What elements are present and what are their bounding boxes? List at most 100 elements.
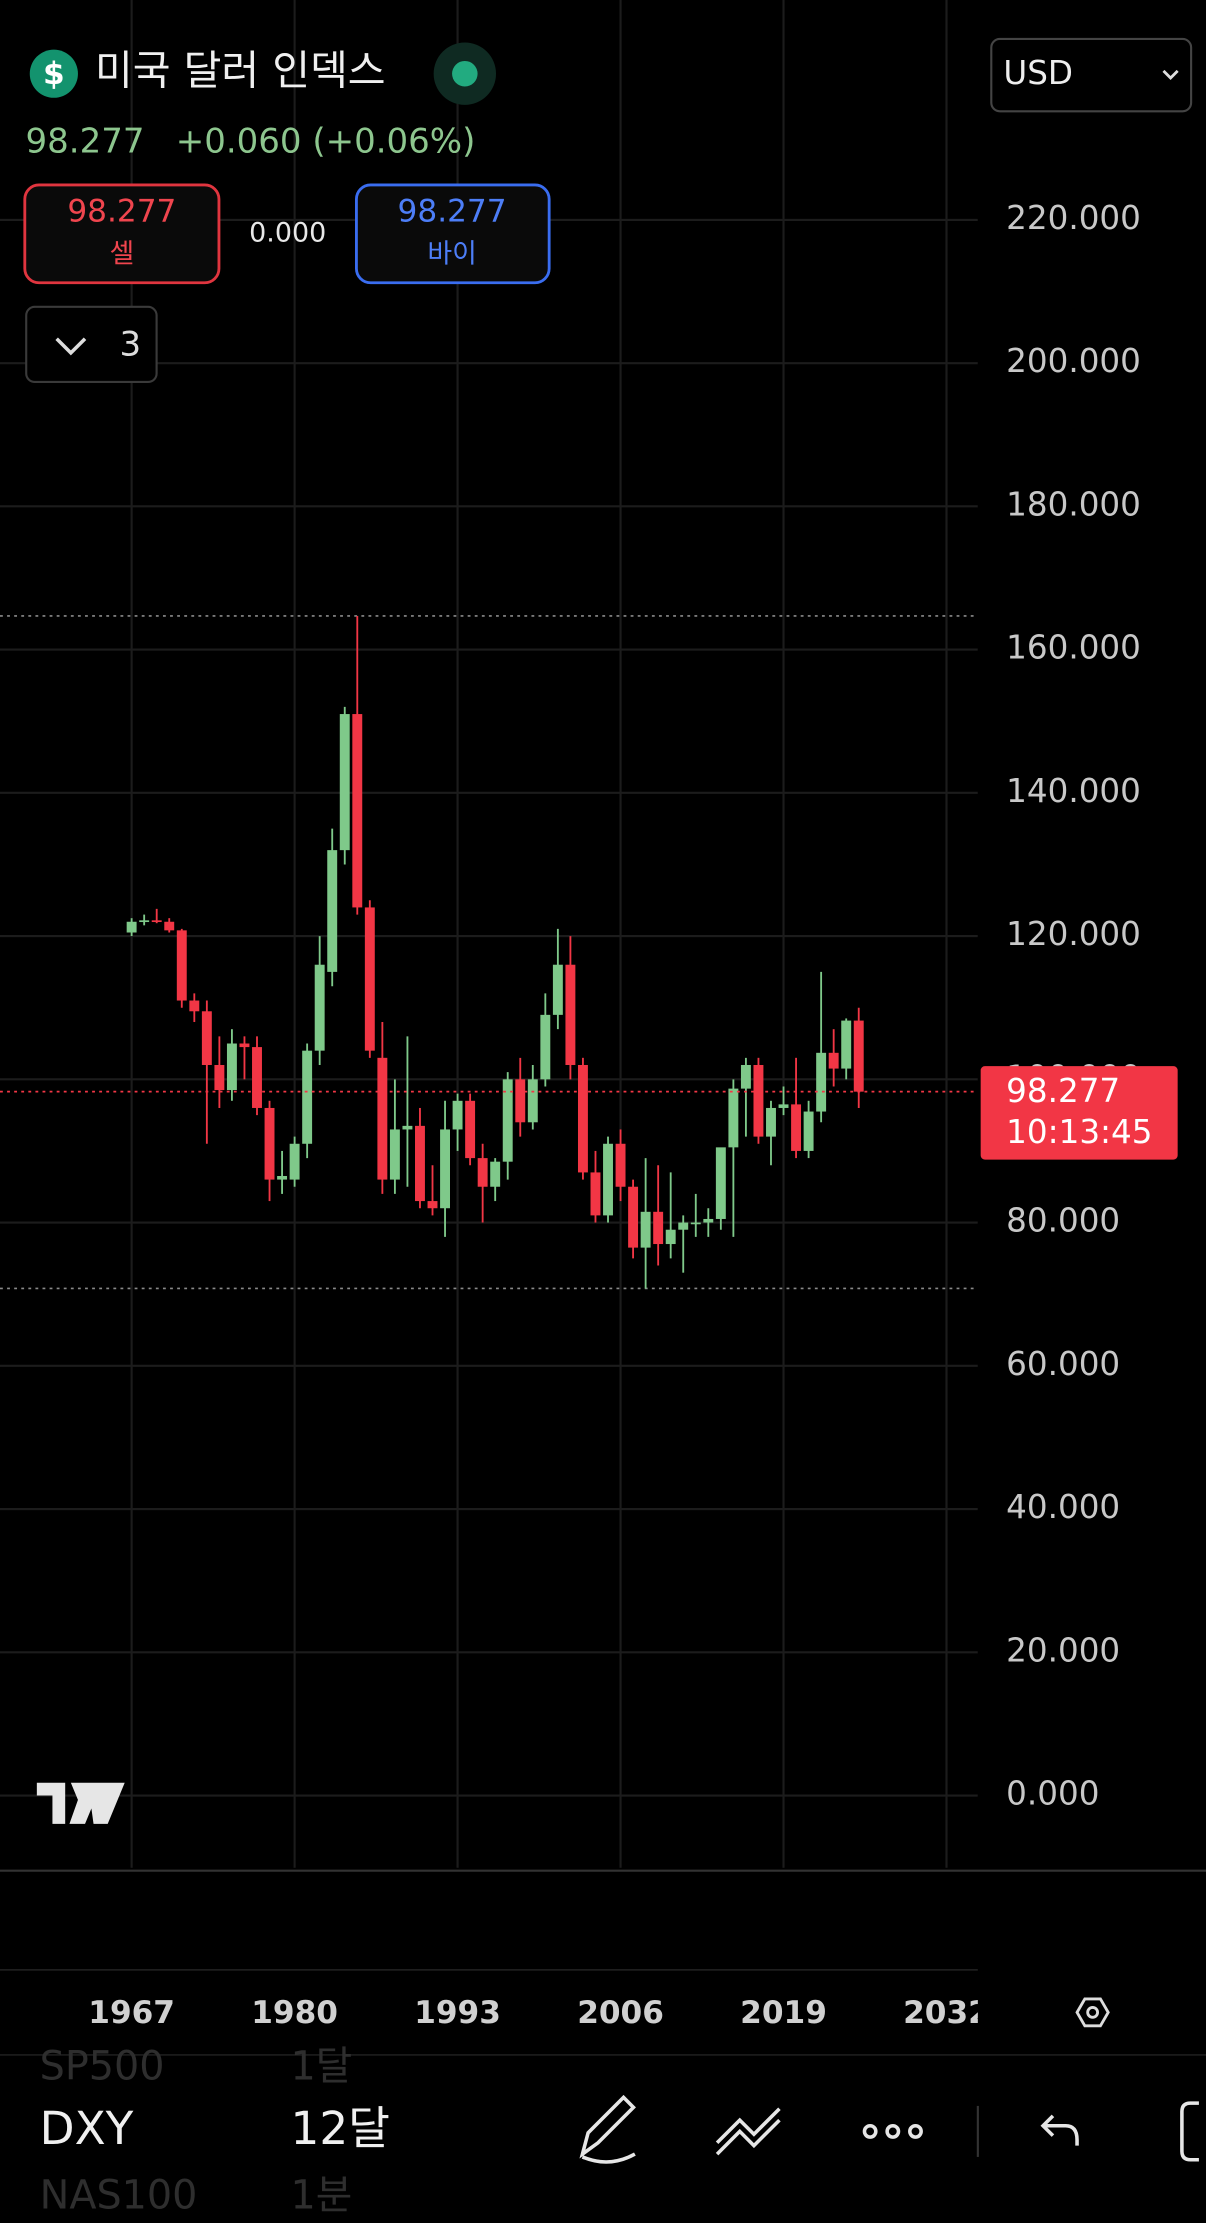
candle-body xyxy=(189,1000,200,1012)
y-tick-label: 20.000 xyxy=(1006,1631,1120,1669)
y-tick-label: 120.000 xyxy=(1006,915,1141,953)
candle-body xyxy=(252,1047,262,1108)
candle-body xyxy=(628,1186,639,1248)
y-tick-label: 180.000 xyxy=(1006,485,1141,523)
candle-body xyxy=(176,930,187,1001)
x-tick-label: 1980 xyxy=(251,1995,338,2031)
candle-body xyxy=(277,1176,288,1180)
candle-body xyxy=(778,1104,789,1108)
last-price-label: 98.277 xyxy=(1006,1072,1120,1110)
candle-body xyxy=(490,1161,501,1187)
candle-body xyxy=(440,1129,451,1209)
candle-body xyxy=(139,920,150,923)
sell-label: 셀 xyxy=(109,239,134,270)
x-tick-label: 1967 xyxy=(88,1995,175,2031)
candle-body xyxy=(377,1057,388,1180)
candle-body xyxy=(465,1100,476,1159)
currency-icon xyxy=(29,49,78,98)
ghost-interval: 1달 xyxy=(291,2044,353,2090)
candle-body xyxy=(339,714,350,851)
candle-body xyxy=(151,920,162,923)
y-tick-label: 0.000 xyxy=(1006,1775,1099,1813)
symbol-title: 미국 달러 인덱스 xyxy=(95,47,386,95)
candle-body xyxy=(226,1043,237,1091)
candle-body xyxy=(740,1064,751,1089)
ghost-symbol: SP500 xyxy=(40,2044,165,2090)
x-tick-label: 2019 xyxy=(740,1995,827,2031)
y-tick-label: 160.000 xyxy=(1006,629,1141,667)
candle-body xyxy=(590,1172,601,1216)
candle-body xyxy=(201,1011,212,1065)
ghost-symbol: NAS100 xyxy=(40,2173,198,2219)
x-tick-label: 2032 xyxy=(903,1995,990,2031)
candle-body xyxy=(728,1088,739,1148)
candle-body xyxy=(828,1052,839,1069)
fullscreen[interactable] xyxy=(1180,2101,1199,2162)
plot-area xyxy=(0,615,978,1290)
candle-body xyxy=(803,1111,814,1151)
candle-body xyxy=(552,964,563,1015)
candle-body xyxy=(753,1064,764,1137)
x-tick-label: 2006 xyxy=(577,1995,664,2031)
sell-price: 98.277 xyxy=(67,194,176,230)
candle-body xyxy=(502,1079,513,1162)
candle-body xyxy=(214,1064,225,1091)
tradingview-logo xyxy=(36,1782,125,1824)
y-tick-label: 60.000 xyxy=(1006,1345,1120,1383)
x-axis: 1967 1980 1993 2006 2019 2032 xyxy=(88,1995,990,2031)
candle-body xyxy=(239,1043,250,1048)
candle-body xyxy=(665,1229,676,1245)
candle-body xyxy=(615,1143,626,1187)
candle-body xyxy=(452,1100,463,1130)
indicator-toggle[interactable] xyxy=(25,305,158,384)
candle-body xyxy=(289,1143,300,1180)
candle-body xyxy=(364,907,375,1051)
more-menu[interactable] xyxy=(862,2123,923,2139)
currency-select[interactable] xyxy=(990,37,1193,113)
candle-body xyxy=(515,1079,526,1123)
candle-body xyxy=(264,1107,275,1180)
candle-body xyxy=(126,921,137,933)
candle-body xyxy=(690,1222,701,1225)
candle-body xyxy=(540,1014,551,1080)
candle-body xyxy=(415,1125,425,1202)
candle-body xyxy=(703,1218,714,1223)
candle-body xyxy=(302,1050,313,1144)
last-price-tag xyxy=(980,1066,1178,1160)
draw-tool[interactable] xyxy=(579,2094,636,2164)
candle-body xyxy=(402,1125,413,1130)
buy-label: 바이 xyxy=(427,239,477,270)
candle-body xyxy=(791,1104,802,1151)
settings-icon-core xyxy=(1086,2006,1100,2019)
trend-tool[interactable] xyxy=(715,2107,781,2156)
sell-button[interactable] xyxy=(23,183,221,285)
select-chevron xyxy=(1162,69,1179,80)
interval[interactable]: 12달 xyxy=(291,2102,390,2155)
candle-body xyxy=(314,964,325,1051)
candle-body xyxy=(715,1147,726,1219)
symbol[interactable]: DXY xyxy=(40,2102,134,2155)
candle-body xyxy=(164,921,175,931)
candle-body xyxy=(565,964,576,1065)
settings-icon[interactable] xyxy=(1075,1997,1110,2028)
x-tick-label: 1993 xyxy=(414,1995,501,2031)
undo[interactable] xyxy=(1040,2114,1079,2146)
last-price: 98.277 xyxy=(26,122,145,162)
buy-button[interactable] xyxy=(354,183,551,285)
chevron-icon xyxy=(55,337,87,356)
indicator-count: 3 xyxy=(120,324,142,364)
candle-body xyxy=(577,1064,588,1173)
price-change: +0.060 (+0.06%) xyxy=(176,122,476,162)
y-axis: 0.00020.00040.00060.00080.000100.000120.… xyxy=(980,199,1178,1813)
candle-body xyxy=(640,1211,651,1248)
candle-body xyxy=(327,850,338,972)
market-status xyxy=(452,60,478,87)
y-tick-label: 80.000 xyxy=(1006,1202,1120,1240)
candle-body xyxy=(477,1158,488,1187)
y-tick-label: 140.000 xyxy=(1006,772,1141,810)
candle-body xyxy=(653,1211,664,1245)
y-tick-label: 220.000 xyxy=(1006,199,1141,237)
